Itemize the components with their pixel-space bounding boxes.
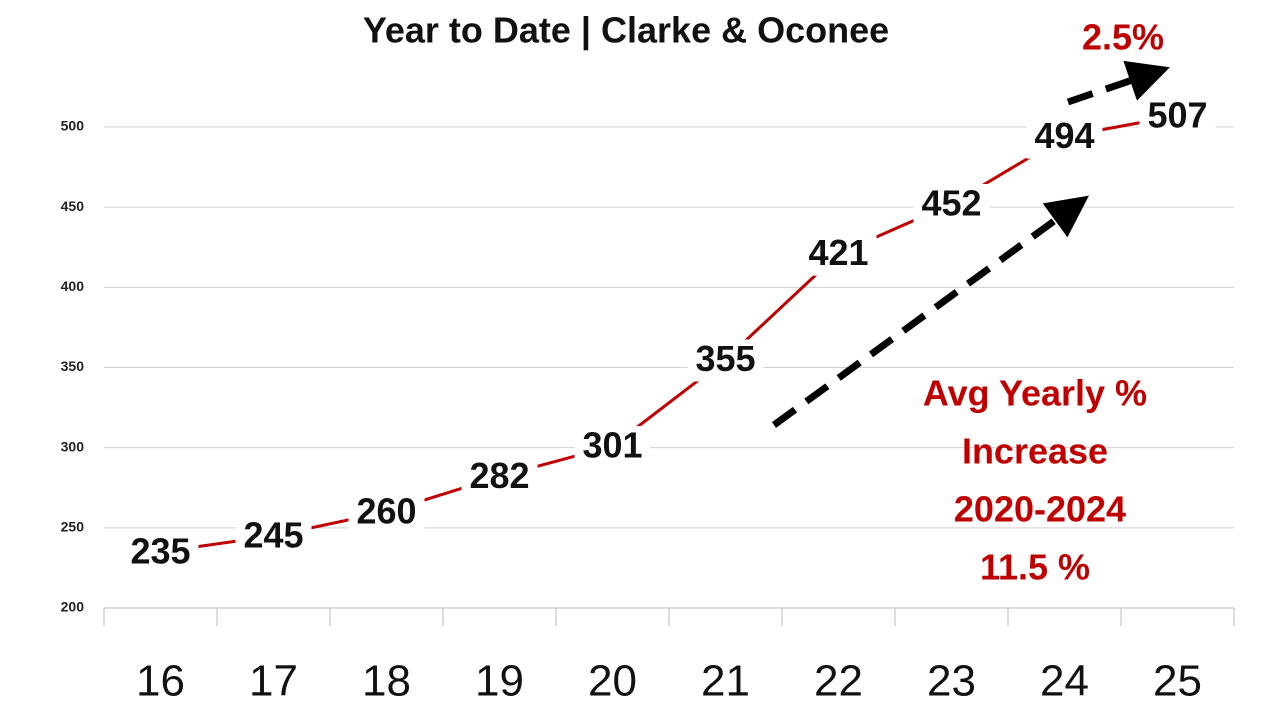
y-tick-label: 400	[61, 278, 85, 294]
data-label: 235	[130, 530, 190, 571]
label-background	[461, 456, 538, 499]
x-tick-label: 18	[362, 657, 411, 706]
annotation: Increase	[962, 431, 1108, 472]
x-tick-label: 19	[475, 657, 524, 706]
annotation: 2020-2024	[954, 489, 1126, 530]
data-label: 260	[356, 490, 416, 531]
x-tick-label: 20	[588, 657, 637, 706]
data-label: 355	[695, 338, 755, 379]
y-tick-label: 450	[61, 198, 85, 214]
x-tick-label: 21	[701, 657, 750, 706]
x-tick-label: 25	[1153, 657, 1202, 706]
x-tick-label: 16	[136, 657, 185, 706]
label-background	[122, 531, 199, 574]
label-background	[800, 233, 877, 276]
data-label: 301	[582, 425, 642, 466]
data-label: 494	[1034, 115, 1094, 156]
x-tick-label: 23	[927, 657, 976, 706]
y-tick-label: 350	[61, 358, 85, 374]
label-background	[348, 491, 425, 534]
label-background	[687, 339, 764, 382]
annotation: Avg Yearly %	[923, 373, 1147, 414]
annotation: 2.5%	[1082, 17, 1164, 58]
data-label: 282	[469, 455, 529, 496]
y-tick-label: 250	[61, 519, 85, 535]
trend-arrow	[771, 195, 1089, 428]
y-tick-label: 300	[61, 438, 85, 454]
y-tick-label: 200	[61, 599, 85, 615]
chart-title: Year to Date | Clarke & Oconee	[363, 10, 889, 52]
data-line	[160, 114, 1178, 554]
label-background	[1139, 95, 1216, 138]
data-label: 507	[1147, 94, 1207, 135]
data-label: 245	[243, 514, 303, 555]
annotation: 11.5 %	[980, 547, 1090, 588]
y-tick-label: 500	[61, 118, 85, 134]
x-tick-label: 22	[814, 657, 863, 706]
data-label: 452	[921, 182, 981, 223]
plot-area: 200 250 300 350 400 450 500 16 17 18 19 20 21 22 23 24 2…	[61, 94, 1235, 706]
trend-arrow	[1066, 60, 1170, 106]
label-background	[574, 426, 651, 469]
x-tick-label: 24	[1040, 657, 1089, 706]
data-label: 421	[808, 232, 868, 273]
x-tick-label: 17	[249, 657, 298, 706]
label-background	[1026, 116, 1103, 159]
label-background	[235, 515, 312, 558]
label-background	[913, 183, 990, 226]
